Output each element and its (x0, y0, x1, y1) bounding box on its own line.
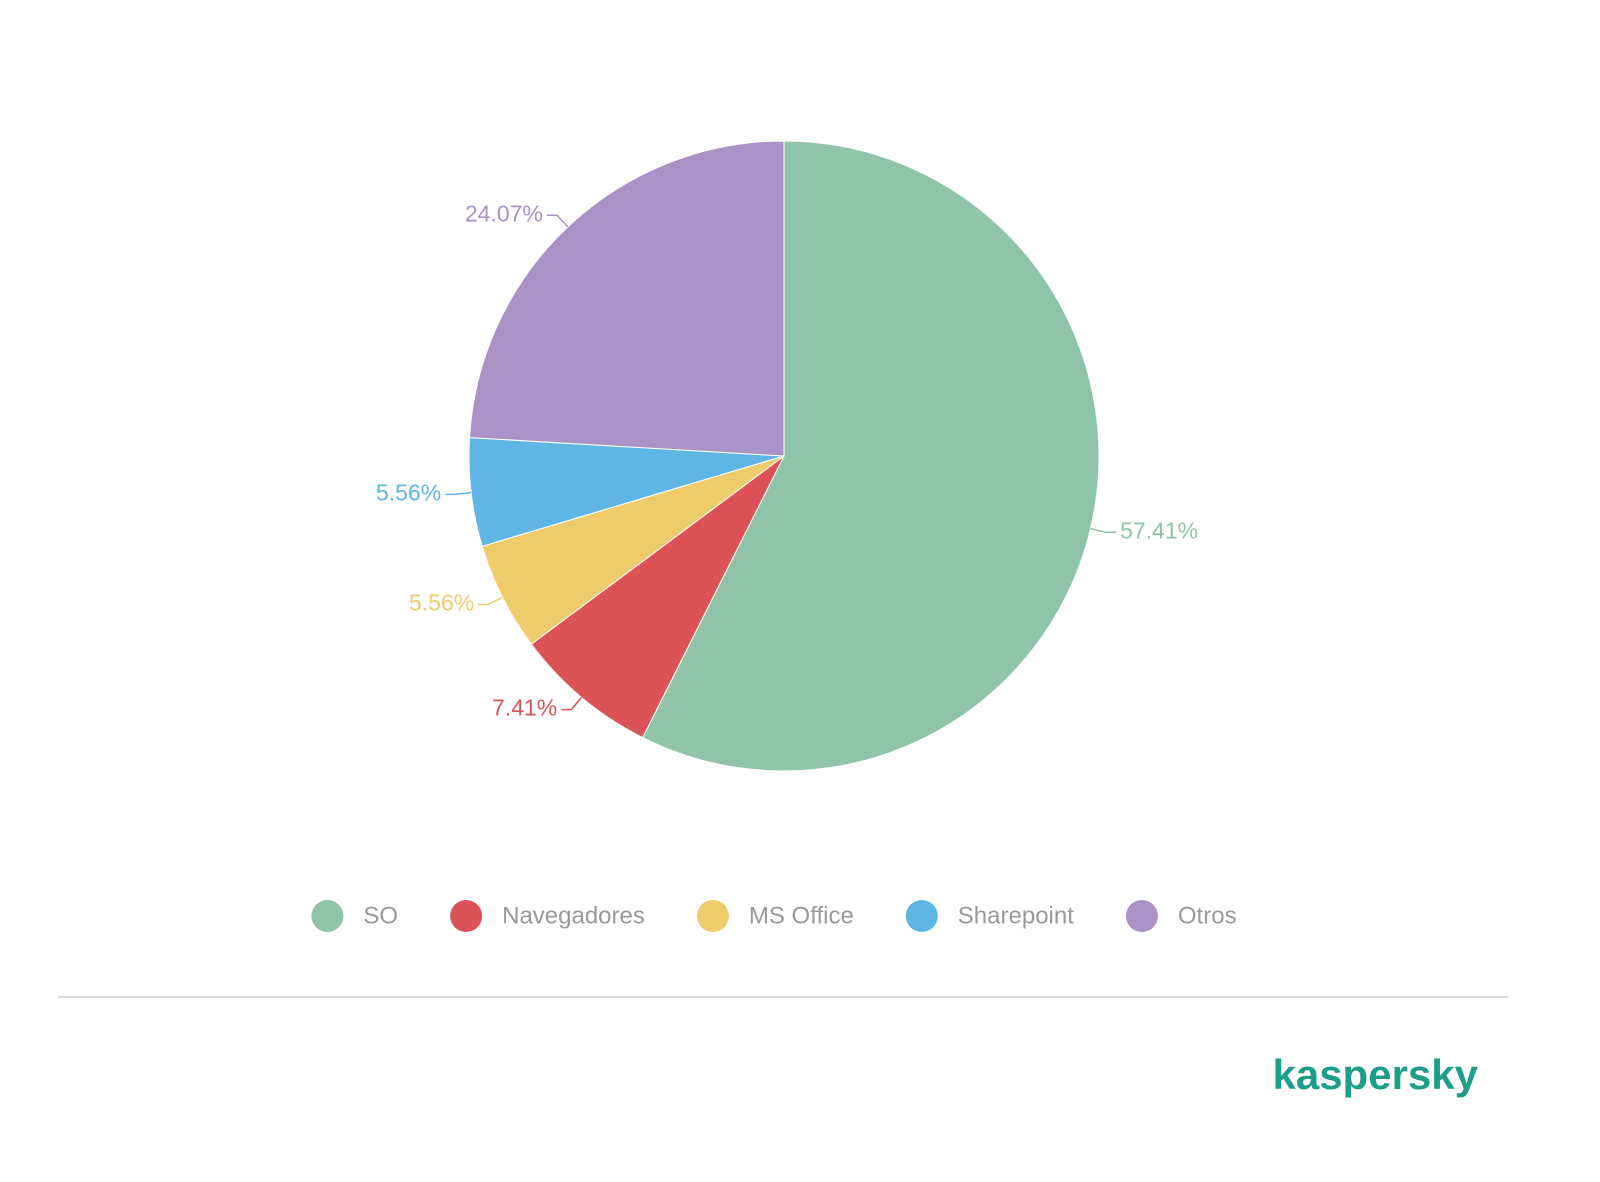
legend-label: Navegadores (502, 902, 645, 929)
data-label: 7.41% (492, 695, 557, 721)
legend-marker (696, 900, 729, 932)
data-label: 5.56% (409, 590, 474, 616)
legend-label: MS Office (749, 902, 854, 929)
leader-line (445, 491, 472, 496)
logo: kaspersky (1272, 1051, 1478, 1098)
data-label: 57.41% (1120, 517, 1198, 543)
legend-label: Sharepoint (958, 902, 1074, 929)
legend-marker (450, 900, 483, 932)
data-label: 24.07% (465, 200, 543, 226)
legend-marker (311, 900, 344, 932)
pie-slice (469, 140, 785, 457)
legend-marker (1125, 900, 1158, 932)
legend-label: SO (363, 902, 398, 929)
legend-label: Otros (1178, 902, 1237, 929)
leader-line (478, 596, 503, 606)
leader-line (546, 214, 569, 228)
leader-line (561, 696, 583, 711)
data-label: 5.56% (376, 479, 441, 505)
pie-slice (642, 140, 1100, 772)
legend-marker (905, 900, 938, 932)
leader-line (1090, 527, 1117, 534)
